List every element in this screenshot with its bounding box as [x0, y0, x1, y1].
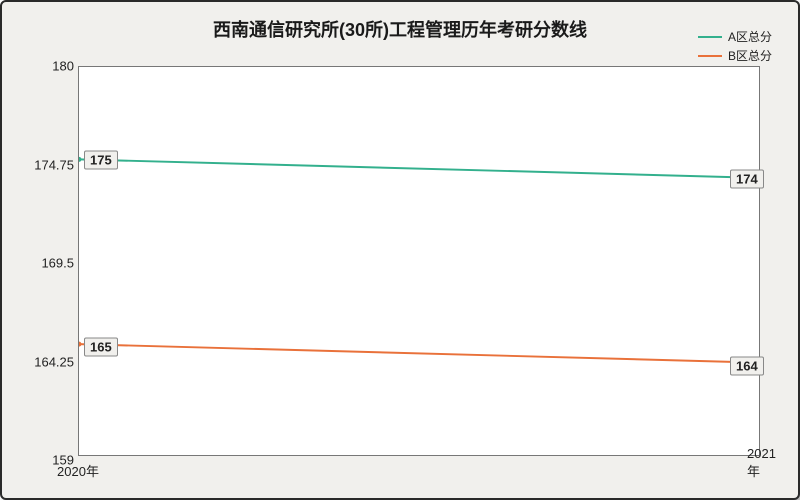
x-tick: 2021年 — [747, 446, 781, 480]
data-label: 165 — [84, 338, 118, 357]
legend-item-b: B区总分 — [698, 47, 772, 64]
y-tick: 174.75 — [20, 157, 74, 172]
legend-label-a: A区总分 — [728, 28, 772, 45]
legend-swatch-b — [698, 55, 722, 57]
line-layer — [79, 67, 759, 455]
legend: A区总分 B区总分 — [698, 28, 772, 66]
chart-container: 西南通信研究所(30所)工程管理历年考研分数线 A区总分 B区总分 159164… — [0, 0, 800, 500]
legend-item-a: A区总分 — [698, 28, 772, 45]
y-tick: 169.5 — [20, 256, 74, 271]
legend-swatch-a — [698, 36, 722, 38]
y-tick: 180 — [20, 59, 74, 74]
legend-label-b: B区总分 — [728, 47, 772, 64]
plot-area — [78, 66, 760, 456]
chart-title: 西南通信研究所(30所)工程管理历年考研分数线 — [20, 16, 780, 42]
data-label: 164 — [730, 357, 764, 376]
y-tick: 164.25 — [20, 354, 74, 369]
x-tick: 2020年 — [57, 461, 99, 480]
data-label: 175 — [84, 150, 118, 169]
data-label: 174 — [730, 169, 764, 188]
